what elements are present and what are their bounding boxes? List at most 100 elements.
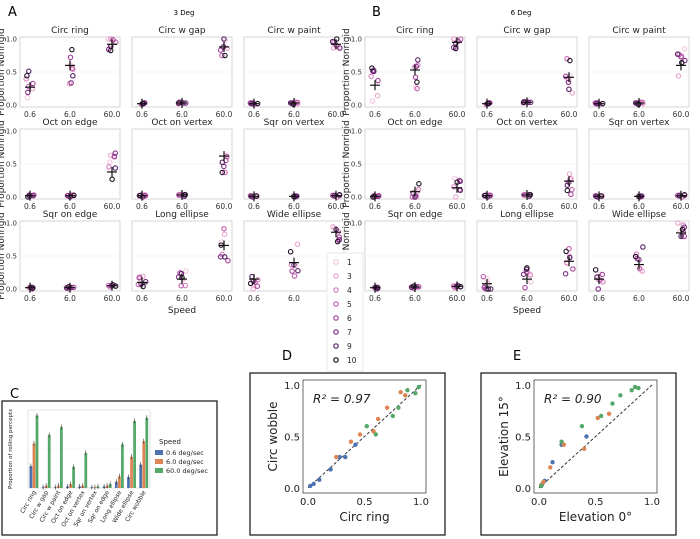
x-tick-label: 0.0 (300, 497, 316, 508)
observer-point (675, 73, 682, 79)
x-tick-label: 0.0 (531, 497, 547, 508)
y-tick-label: 0.5 (351, 69, 362, 77)
x-tick-label: 60.0 (216, 110, 233, 119)
observer-point (247, 280, 254, 287)
bar (32, 443, 36, 488)
y-axis-label: Circ wobble (266, 402, 280, 472)
legend-swatch (155, 459, 163, 464)
x-tick-label: 60.0 (449, 294, 466, 303)
observer-point (110, 282, 116, 288)
observer-point (562, 73, 569, 80)
observer-point (23, 76, 29, 82)
subplot: Circ w paint 0.6 6.0 60.0 (243, 26, 345, 119)
bar (35, 415, 39, 488)
observer-point (566, 171, 573, 177)
subplot-title: Long ellipse (500, 210, 554, 220)
x-tick-label: 60.0 (104, 202, 121, 211)
observer-point (453, 40, 459, 47)
subplot-title: Oct on vertex (496, 118, 558, 128)
y-tick-label: 1.0 (351, 36, 362, 44)
y-axis-label: Proportion Nonrigid (0, 212, 7, 299)
panel-a-grid: Circ ring 0.0 0.5 1.0 0.6 6.0 60.0 Proportion N… (0, 26, 345, 316)
observer-point (416, 181, 422, 187)
observer-point (221, 231, 228, 237)
observer-point (451, 184, 457, 190)
observer-point (563, 248, 569, 255)
observer-point (487, 286, 494, 292)
data-point (357, 432, 363, 437)
subplot: Circ ring 0.0 0.5 1.0 0.6 6.0 60.0 Proportion N… (0, 26, 121, 119)
x-tick-label: 0.6 (369, 202, 381, 211)
observer-point (112, 165, 119, 171)
x-tick-label: 0.6 (24, 110, 36, 119)
data-point (328, 467, 333, 472)
bar (121, 444, 124, 488)
x-tick-label: 0.6 (593, 294, 605, 303)
x-tick-label: 6.0 (521, 110, 533, 119)
legend-title: Speed (159, 438, 181, 446)
observer-point (480, 273, 487, 280)
observer-point (24, 72, 30, 79)
bar (139, 464, 143, 488)
legend-swatch (155, 450, 163, 455)
observer-point (567, 254, 573, 261)
y-axis-label: Proportion Nonrigid (0, 120, 7, 207)
observer-point (569, 90, 576, 96)
legend-label: 4 (347, 286, 352, 295)
data-point (629, 387, 634, 393)
x-tick-label: 6.0 (288, 202, 300, 211)
x-tick-label: 60.0 (216, 294, 233, 303)
x-tick-label: 60.0 (449, 110, 466, 119)
observer-point (414, 85, 420, 92)
legend-marker (333, 329, 339, 335)
data-point (396, 405, 401, 410)
x-tick-label: 1.0 (644, 497, 660, 508)
observer-point (368, 73, 374, 80)
observer-point (24, 94, 31, 101)
x-tick-label: 60.0 (328, 202, 345, 211)
observer-point (30, 80, 36, 87)
x-axis-label: Speed (513, 306, 541, 316)
data-point (610, 401, 615, 406)
observer-point (411, 283, 417, 289)
data-point (343, 454, 348, 460)
x-tick-label: 6.0 (521, 294, 533, 303)
r-squared-label: R² = 0.97 (313, 392, 371, 406)
bar (130, 456, 133, 488)
observer-point (337, 45, 343, 51)
y-tick-label: 1.0 (351, 128, 362, 136)
panel-label-b: B (372, 5, 381, 20)
y-tick-label: 0.0 (351, 194, 362, 202)
y-tick-label: 0.0 (6, 194, 17, 202)
subplot-title: Circ w paint (612, 26, 666, 36)
observer-point (142, 278, 149, 285)
data-point (364, 424, 369, 429)
x-tick-label: 6.0 (64, 110, 76, 119)
data-point (582, 446, 587, 452)
data-point (632, 384, 638, 390)
observer-point (183, 268, 189, 274)
observer-point (681, 45, 688, 52)
data-point (416, 384, 421, 390)
panel-b-grid: Circ ring 0.0 0.5 1.0 0.6 6.0 60.0 Proportion N… (342, 26, 690, 316)
observer-point (69, 46, 75, 53)
data-point (559, 439, 564, 444)
observer-point (112, 150, 119, 156)
subplot: Wide ellipse 0.6 6.0 60.0 (588, 210, 690, 303)
observer-point (68, 80, 74, 86)
legend-marker (333, 301, 339, 307)
y-axis-label: Proportion Nonrigid (342, 28, 352, 115)
legend-label: 9 (347, 342, 352, 351)
legend-marker (333, 357, 339, 363)
observer-point (566, 245, 572, 252)
x-tick-label: 6.0 (633, 202, 645, 211)
data-point (579, 424, 585, 429)
observer-point (528, 279, 534, 285)
subplot: Oct on vertex 0.6 6.0 60.0 (131, 118, 233, 211)
y-tick-label: 0.0 (515, 484, 531, 495)
x-tick-label: 0.6 (369, 110, 381, 119)
observer-point (219, 159, 226, 166)
y-tick-label: 1.0 (6, 128, 17, 136)
data-point (595, 415, 600, 421)
